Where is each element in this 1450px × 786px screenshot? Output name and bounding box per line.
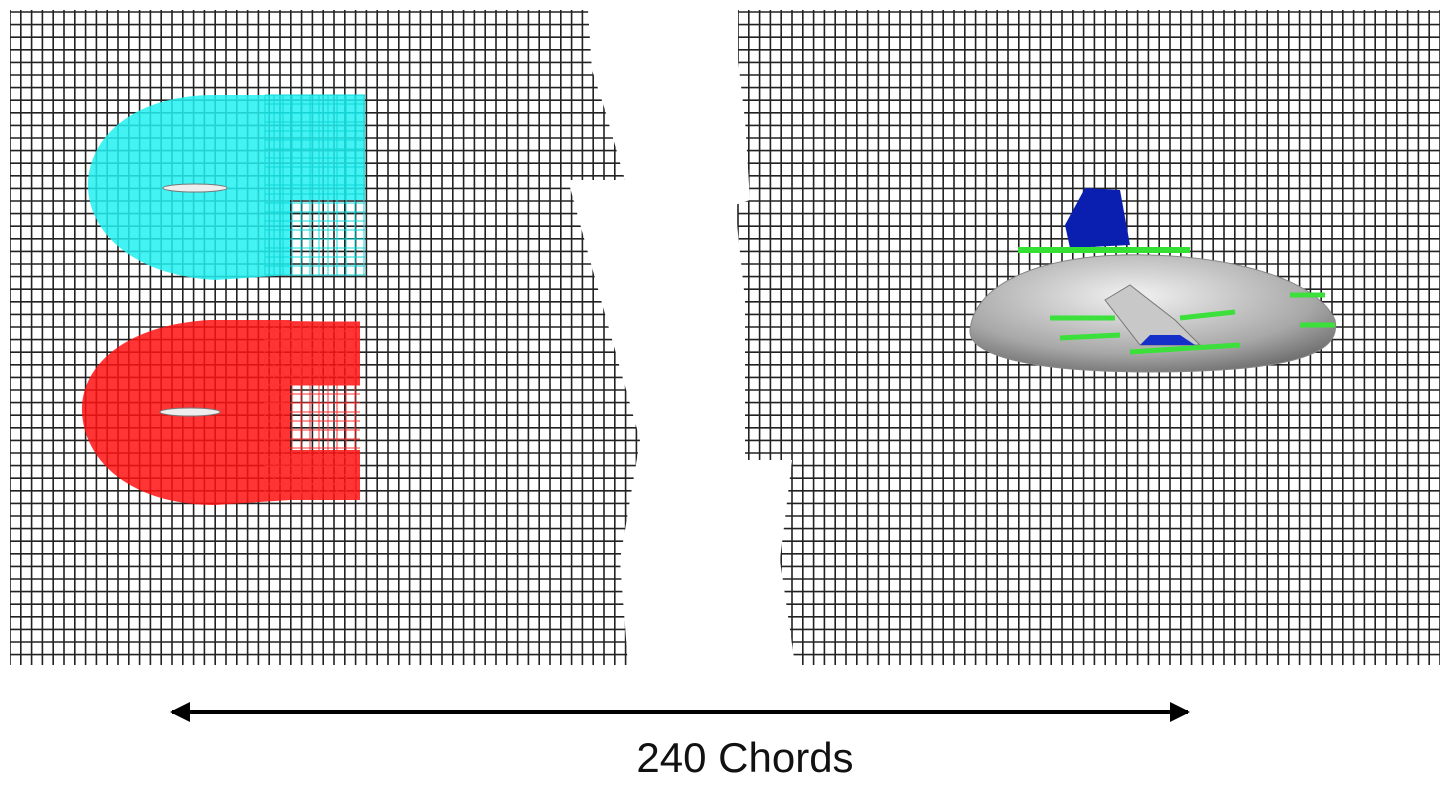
aircraft-model <box>970 188 1336 372</box>
page: 240 Chords (() => { const data = JSON.pa… <box>0 0 1450 786</box>
airfoil <box>163 184 227 192</box>
diagram: 240 Chords <box>0 0 1450 786</box>
vertical-tail <box>1065 188 1130 248</box>
cyan-mesh <box>265 95 365 275</box>
grid-strip <box>1060 335 1120 338</box>
span-label: 240 Chords <box>636 734 853 781</box>
red-overset-grid <box>82 320 360 505</box>
airfoil <box>160 408 220 416</box>
